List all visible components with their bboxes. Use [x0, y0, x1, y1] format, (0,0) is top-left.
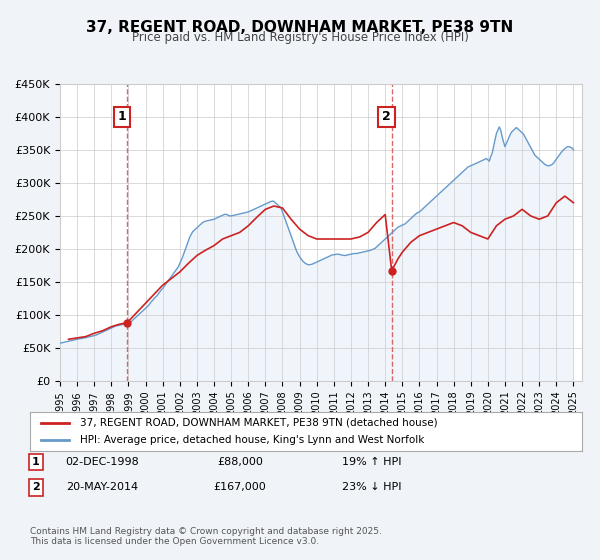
Text: 20-MAY-2014: 20-MAY-2014 — [66, 482, 138, 492]
Text: HPI: Average price, detached house, King's Lynn and West Norfolk: HPI: Average price, detached house, King… — [80, 435, 424, 445]
Text: 37, REGENT ROAD, DOWNHAM MARKET, PE38 9TN: 37, REGENT ROAD, DOWNHAM MARKET, PE38 9T… — [86, 20, 514, 35]
Text: 37, REGENT ROAD, DOWNHAM MARKET, PE38 9TN (detached house): 37, REGENT ROAD, DOWNHAM MARKET, PE38 9T… — [80, 418, 437, 428]
Text: 2: 2 — [382, 110, 391, 123]
Text: 02-DEC-1998: 02-DEC-1998 — [65, 457, 139, 467]
Text: £88,000: £88,000 — [217, 457, 263, 467]
Text: £167,000: £167,000 — [214, 482, 266, 492]
Text: Price paid vs. HM Land Registry's House Price Index (HPI): Price paid vs. HM Land Registry's House … — [131, 31, 469, 44]
Text: 2: 2 — [32, 482, 40, 492]
Text: 23% ↓ HPI: 23% ↓ HPI — [342, 482, 402, 492]
Text: 19% ↑ HPI: 19% ↑ HPI — [342, 457, 402, 467]
Text: 1: 1 — [32, 457, 40, 467]
Text: Contains HM Land Registry data © Crown copyright and database right 2025.
This d: Contains HM Land Registry data © Crown c… — [30, 526, 382, 546]
Text: 1: 1 — [118, 110, 127, 123]
